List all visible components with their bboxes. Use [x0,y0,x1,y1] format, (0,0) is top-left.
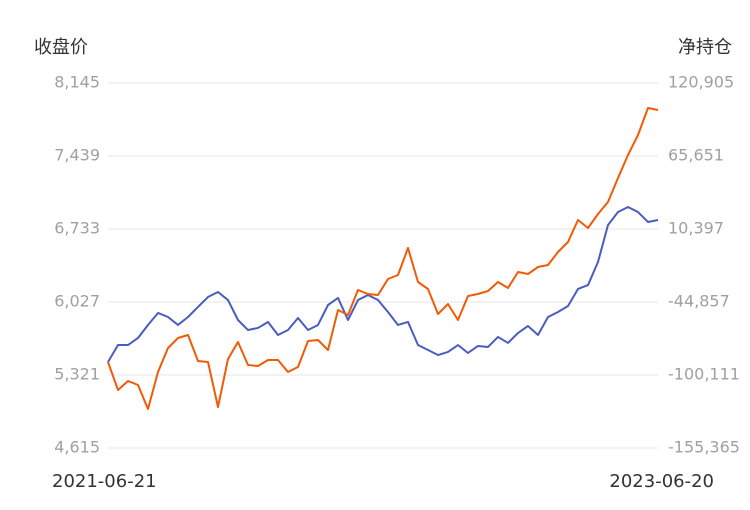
line-series [107,205,659,363]
y-tick-label: 5,321 [54,365,100,384]
y2-tick-label: -100,111 [668,365,740,384]
y2-tick-label: 65,651 [668,146,724,165]
y-tick-label: 8,145 [54,73,100,92]
y-tick-label: 6,733 [54,219,100,238]
y2-tick-label: 120,905 [668,73,734,92]
line-series [107,107,659,410]
y-tick-label: 7,439 [54,146,100,165]
y2-tick-label: 10,397 [668,219,724,238]
y-tick-label: 6,027 [54,292,100,311]
y2-axis-title: 净持仓 [678,37,732,58]
y2-tick-label: -44,857 [668,292,730,311]
y-axis-title: 收盘价 [34,37,88,58]
x-tick-label: 2023-06-20 [609,471,714,492]
y-tick-label: 4,615 [54,438,100,457]
x-tick-label: 2021-06-21 [52,471,157,492]
y2-tick-label: -155,365 [668,438,740,457]
